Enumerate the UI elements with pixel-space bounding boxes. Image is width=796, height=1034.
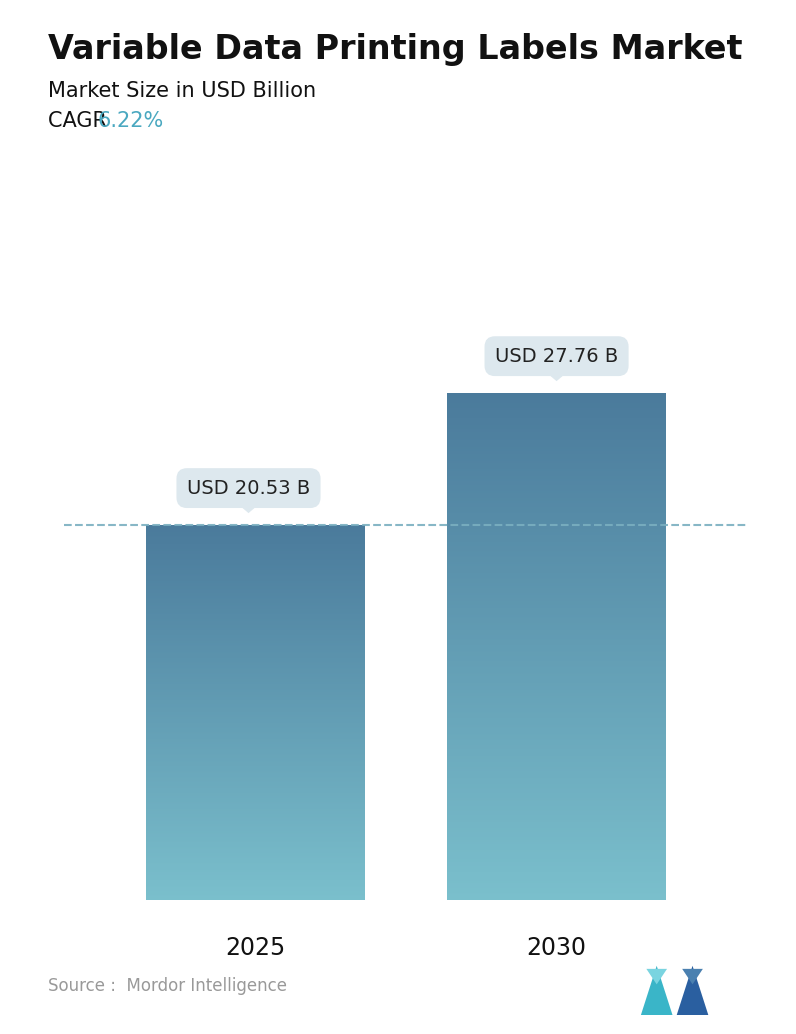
Text: 2025: 2025 bbox=[225, 936, 286, 961]
Polygon shape bbox=[641, 966, 673, 1015]
Text: USD 20.53 B: USD 20.53 B bbox=[187, 479, 310, 497]
Polygon shape bbox=[646, 969, 667, 984]
Polygon shape bbox=[677, 966, 708, 1015]
Text: Variable Data Printing Labels Market: Variable Data Printing Labels Market bbox=[48, 33, 742, 66]
Text: Source :  Mordor Intelligence: Source : Mordor Intelligence bbox=[48, 977, 287, 995]
Polygon shape bbox=[232, 497, 266, 512]
Text: Market Size in USD Billion: Market Size in USD Billion bbox=[48, 81, 316, 100]
Text: 6.22%: 6.22% bbox=[97, 111, 163, 130]
Text: CAGR: CAGR bbox=[48, 111, 113, 130]
Polygon shape bbox=[540, 366, 574, 381]
Polygon shape bbox=[682, 969, 703, 984]
Text: 2030: 2030 bbox=[527, 936, 587, 961]
Text: USD 27.76 B: USD 27.76 B bbox=[495, 346, 618, 366]
